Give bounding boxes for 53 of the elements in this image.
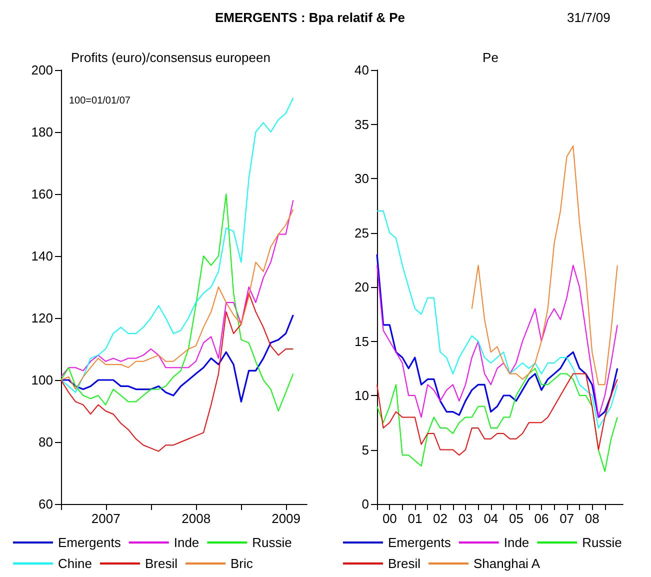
y-tick-label: 15 — [354, 334, 369, 349]
x-tick-label: 02 — [433, 511, 448, 526]
line-series — [376, 210, 618, 429]
x-tick-label: 05 — [508, 511, 524, 526]
line-series — [60, 292, 294, 452]
line-series — [60, 194, 294, 412]
y-tick-label: 60 — [38, 496, 53, 512]
text: 31/7/09 — [567, 10, 610, 25]
y-tick-label: 80 — [38, 434, 53, 450]
annotation: 100=01/01/07 — [69, 96, 131, 106]
legend-label: Bresil — [388, 556, 421, 571]
y-tick-label: 120 — [31, 310, 53, 326]
line-series — [60, 97, 294, 393]
x-tick-label: 06 — [534, 511, 549, 526]
x-tick-label: 00 — [382, 511, 397, 526]
y-tick-label: 30 — [354, 171, 369, 186]
line-series — [60, 314, 294, 402]
legend-label: Emergents — [388, 535, 452, 550]
legend-label: Chine — [58, 556, 92, 571]
y-tick-label: 180 — [31, 124, 53, 140]
legend-label: Inde — [504, 535, 530, 550]
chart-subtitle: Profits (euro)/consensus europeen — [71, 50, 270, 65]
x-tick-label: 2008 — [182, 511, 211, 526]
y-tick-label: 160 — [31, 186, 53, 202]
y-tick-label: 0 — [362, 496, 369, 512]
x-tick-label: 08 — [584, 511, 600, 526]
y-tick-label: 40 — [354, 62, 369, 78]
y-tick-label: 20 — [354, 280, 369, 294]
legend-label: Bresil — [144, 556, 178, 571]
y-tick-label: 25 — [354, 225, 369, 240]
legend-label: Shanghai A — [474, 556, 540, 571]
legend-label: Russie — [252, 535, 292, 550]
line-series — [471, 145, 618, 386]
y-tick-label: 10 — [354, 388, 369, 403]
legend-label: Russie — [582, 535, 622, 550]
x-tick-label: 03 — [458, 511, 473, 526]
y-tick-label: 200 — [31, 62, 53, 78]
x-tick-label: 04 — [484, 511, 498, 526]
x-tick-label: 01 — [408, 511, 422, 526]
legend-label: Inde — [174, 535, 200, 550]
line-series — [376, 368, 618, 472]
x-tick-label: 2007 — [91, 511, 120, 526]
y-tick-label: 5 — [362, 442, 369, 458]
y-tick-label: 100 — [31, 372, 53, 388]
line-series — [376, 373, 618, 456]
x-tick-label: 2009 — [272, 511, 301, 526]
chart-title: Pe — [482, 50, 498, 65]
y-tick-label: 35 — [354, 116, 369, 132]
legend-label: Emergents — [58, 535, 122, 550]
chart-title: EMERGENTS : Bpa relatif & Pe — [215, 10, 405, 25]
y-tick-label: 140 — [31, 248, 53, 264]
x-tick-label: 07 — [560, 511, 574, 526]
legend-label: Bric — [230, 556, 254, 571]
